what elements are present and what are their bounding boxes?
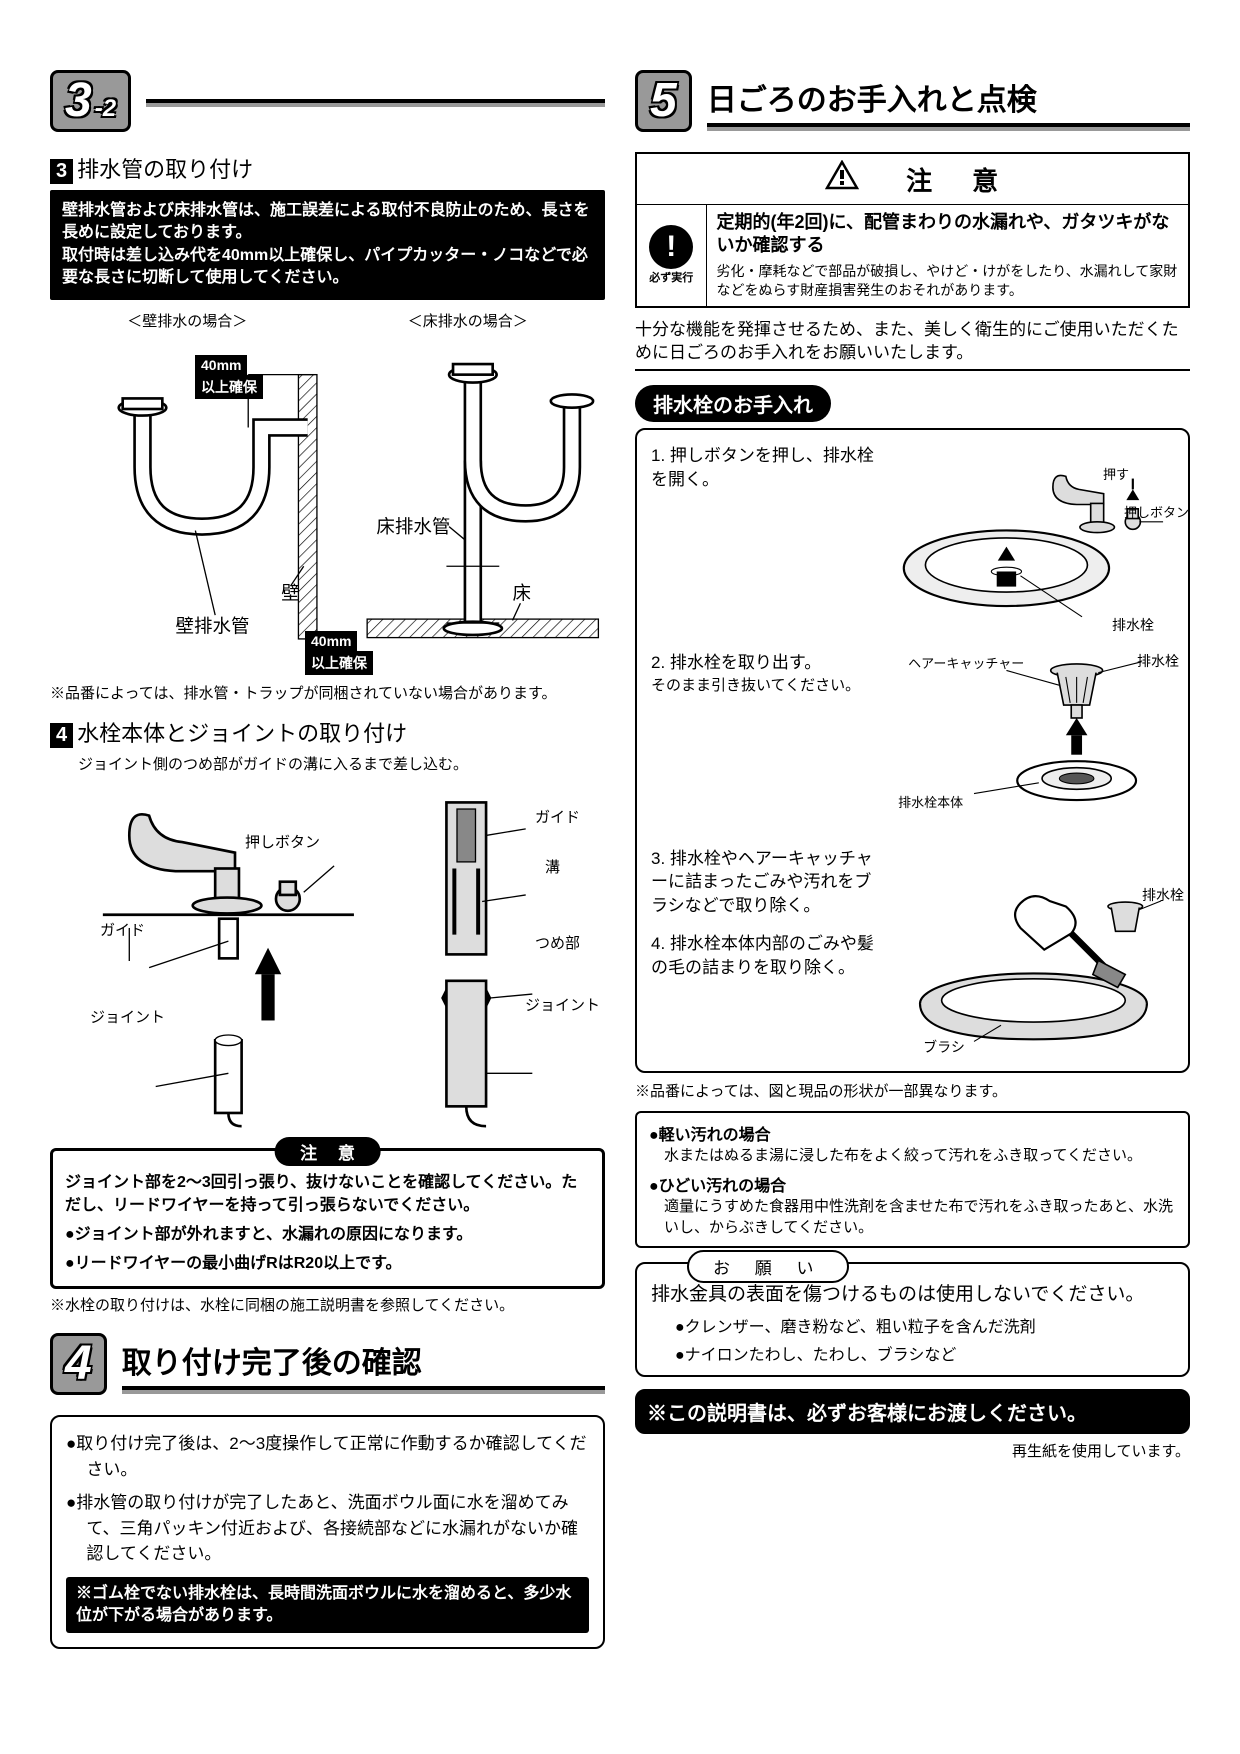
label-guide1: ガイド xyxy=(100,919,145,940)
label-joint2: ジョイント xyxy=(525,994,600,1015)
step-badge-5: 5 xyxy=(635,70,692,132)
svg-text:床: 床 xyxy=(512,582,530,603)
request-box: お 願 い 排水金具の表面を傷つけるものは使用しないでください。 ●クレンザー、… xyxy=(635,1262,1190,1377)
step-badge-3-2: 3-2 xyxy=(50,70,131,132)
s1-fig: 押す 押しボタン 開 排水栓 xyxy=(893,444,1174,633)
must-do-label: 必ず実行 xyxy=(641,269,702,285)
wall-case-label: ＜壁排水の場合＞ xyxy=(50,310,325,331)
care-heading: 排水栓のお手入れ xyxy=(635,385,831,422)
sec4-title-text: 水栓本体とジョイントの取り付け xyxy=(77,721,407,746)
req-l2: ●ナイロンたわし、たわし、ブラシなど xyxy=(651,1341,1174,1365)
s1-open: 開 xyxy=(975,554,988,573)
caution-header: 注意 xyxy=(636,153,1189,205)
care-steps: 1. 押しボタンを押し、排水栓を開く。 xyxy=(635,428,1190,1073)
sec3-note: ※品番によっては、排水管・トラップが同梱されていない場合があります。 xyxy=(50,683,605,706)
req-l1: ●クレンザー、磨き粉など、粗い粒子を含んだ洗剤 xyxy=(651,1313,1174,1337)
s1-push: 押す xyxy=(1103,464,1129,483)
s4-b1: ●取り付け完了後は、2〜3度操作して正常に作動するか確認してください。 xyxy=(66,1431,589,1482)
s2-fig: ヘアーキャッチャー 排水栓 排水栓本体 xyxy=(893,651,1174,829)
s2-sub: そのまま引き抜いてください。 xyxy=(651,675,881,696)
label-groove: 溝 xyxy=(545,856,560,877)
s2-body: 排水栓本体 xyxy=(898,796,963,810)
label-pushbtn: 押しボタン xyxy=(245,831,320,852)
s4-bar: ※ゴム栓でない排水栓は、長時間洗面ボウルに水を溜めると、多少水位が下がる場合があ… xyxy=(66,1577,589,1634)
svg-text:床排水管: 床排水管 xyxy=(376,516,450,537)
rule xyxy=(146,99,605,103)
sec4-title: 4水栓本体とジョイントの取り付け xyxy=(50,716,605,748)
tip2-h: ●ひどい汚れの場合 xyxy=(649,1172,1176,1196)
s3-fig: 排水栓 ブラシ xyxy=(893,847,1174,1057)
step-4-header: 4 取り付け完了後の確認 xyxy=(50,1333,605,1395)
sec3-title: 3排水管の取り付け xyxy=(50,152,605,184)
must-do-icon-cell: ! 必ず実行 xyxy=(636,205,706,307)
sec3-title-text: 排水管の取り付け xyxy=(77,157,253,182)
req-head: 排水金具の表面を傷つけるものは使用しないでください。 xyxy=(651,1282,1174,1309)
step-4-body: ●取り付け完了後は、2〜3度操作して正常に作動するか確認してください。 ●排水管… xyxy=(50,1415,605,1649)
sec4-caution: 注 意 ジョイント部を2〜3回引っ張り、抜けないことを確認してください。ただし、… xyxy=(50,1148,605,1289)
tip2-b: 適量にうすめた食器用中性洗剤を含ませた布で汚れをふき取ったあと、水洗いし、からぶ… xyxy=(649,1196,1176,1238)
s1-text: 1. 押しボタンを押し、排水栓を開く。 xyxy=(651,444,881,633)
wall-pipe-label: 壁排水管 xyxy=(176,615,250,636)
tip-light: ●軽い汚れの場合 水またはぬるま湯に浸した布をよく絞って汚れをふき取ってください… xyxy=(635,1111,1190,1248)
care-step-1: 1. 押しボタンを押し、排水栓を開く。 xyxy=(651,444,1174,633)
footer-note: 再生紙を使用しています。 xyxy=(635,1440,1190,1461)
s2-drain: 排水栓 xyxy=(1137,651,1179,671)
step-5-title: 日ごろのお手入れと点検 xyxy=(707,75,1190,127)
request-pill: お 願 い xyxy=(687,1250,849,1283)
step-5-header: 5 日ごろのお手入れと点検 xyxy=(635,70,1190,132)
label-guide2: ガイド xyxy=(535,806,580,827)
caution-body-head: 定期的(年2回)に、配管まわりの水漏れや、ガタツキがないか確認する xyxy=(717,211,1179,258)
s1-btn: 押しボタン xyxy=(1124,502,1189,521)
sec3-num: 3 xyxy=(50,159,73,184)
step-3-2-header: 3-2 xyxy=(50,70,605,132)
care-step-2: 2. 排水栓を取り出す。 そのまま引き抜いてください。 xyxy=(651,651,1174,829)
warning-triangle-icon xyxy=(825,160,859,190)
step-badge-4: 4 xyxy=(50,1333,107,1395)
caution-1: ジョイント部を2〜3回引っ張り、抜けないことを確認してください。ただし、リードワ… xyxy=(65,1171,590,1217)
s3-brush: ブラシ xyxy=(923,1037,965,1057)
s1-drain: 排水栓 xyxy=(1112,615,1154,635)
s3-text: 3. 排水栓やヘアーキャッチャーに詰まったごみや汚れをブラシなどで取り除く。 xyxy=(651,847,881,918)
s4-text: 4. 排水栓本体内部のごみや髪の毛の詰まりを取り除く。 xyxy=(651,932,881,980)
badge-sub: -2 xyxy=(95,97,116,121)
tip1-b: 水またはぬるま湯に浸した布をよく絞って汚れをふき取ってください。 xyxy=(649,1145,1176,1166)
floor-case-label: ＜床排水の場合＞ xyxy=(331,310,606,331)
caution-body-text: 劣化・摩耗などで部品が破損し、やけど・けがをしたり、水漏れして家財などをぬらす財… xyxy=(717,262,1179,300)
sec3-diagram: 壁排水管 壁 床排水管 床 xyxy=(50,335,605,684)
tip1-h: ●軽い汚れの場合 xyxy=(649,1121,1176,1145)
dim-40mm-1: 40mm 以上確保 xyxy=(195,355,263,399)
sec4-diagram: 押しボタン ガイド ジョイント ガイド 溝 つめ部 ジョイント xyxy=(50,776,605,1138)
s2-text: 2. 排水栓を取り出す。 xyxy=(651,651,881,675)
exclaim-icon: ! xyxy=(649,225,693,269)
caution-2: ●ジョイント部が外れますと、水漏れの原因になります。 xyxy=(65,1223,590,1246)
step-4-title: 取り付け完了後の確認 xyxy=(122,1338,605,1390)
sec4-note: ※水栓の取り付けは、水栓に同梱の施工説明書を参照してください。 xyxy=(50,1295,605,1318)
dim-40mm-2: 40mm 以上確保 xyxy=(305,631,373,675)
s4-b2: ●排水管の取り付けが完了したあと、洗面ボウル面に水を溜めてみて、三角パッキン付近… xyxy=(66,1490,589,1567)
caution-pill: 注 意 xyxy=(274,1137,381,1166)
sec3-instruction: 壁排水管および床排水管は、施工誤差による取付不良防止のため、長さを長めに設定して… xyxy=(50,190,605,300)
final-banner: ※この説明書は、必ずお客様にお渡しください。 xyxy=(635,1389,1190,1434)
label-joint1: ジョイント xyxy=(90,1006,165,1027)
badge-main: 3 xyxy=(65,77,92,125)
intro-text: 十分な機能を発揮させるため、また、美しく衛生的にご使用いただくために日ごろのお手… xyxy=(635,318,1190,372)
sec4-lead: ジョイント側のつめ部がガイドの溝に入るまで差し込む。 xyxy=(78,754,605,777)
label-claw: つめ部 xyxy=(535,932,580,953)
s3-drain: 排水栓 xyxy=(1142,885,1184,905)
caution-box: 注意 ! 必ず実行 定期的(年2回)に、配管まわりの水漏れや、ガタツキがないか確… xyxy=(635,152,1190,308)
caution-3: ●リードワイヤーの最小曲げRはR20以上です。 xyxy=(65,1252,590,1275)
care-step-3-4: 3. 排水栓やヘアーキャッチャーに詰まったごみや汚れをブラシなどで取り除く。 4… xyxy=(651,847,1174,1057)
s2-hair: ヘアーキャッチャー xyxy=(908,657,1024,671)
fig-note: ※品番によっては、図と現品の形状が一部異なります。 xyxy=(635,1081,1190,1104)
sec3-diagram-headers: ＜壁排水の場合＞ ＜床排水の場合＞ xyxy=(50,306,605,335)
sec4-num: 4 xyxy=(50,723,73,748)
